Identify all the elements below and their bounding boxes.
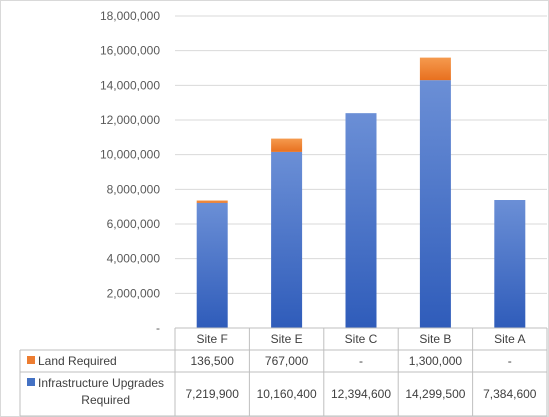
legend-label: Infrastructure Upgrades (38, 376, 164, 390)
data-value-label: 7,384,600 (483, 387, 537, 401)
data-value-label: 10,160,400 (257, 387, 317, 401)
bar-infrastructure-upgrades-required (494, 200, 526, 328)
data-table: Site F Site E Site C Site B Site A Land Requi… (19, 327, 548, 417)
legend-key-land-required (27, 356, 35, 364)
bar-infrastructure-upgrades-required (271, 151, 303, 328)
y-axis-tick-labels: - 2,000,000 4,000,000 6,000,000 8,000,000 10,… (100, 9, 160, 335)
y-tick-label: 10,000,000 (100, 148, 160, 162)
data-value-label: 7,219,900 (186, 387, 240, 401)
y-tick-label: 2,000,000 (107, 286, 161, 300)
y-tick-label: 6,000,000 (107, 217, 161, 231)
data-value-label: - (508, 354, 512, 368)
bar-infrastructure-upgrades-required (196, 202, 228, 328)
y-tick-label: 14,000,000 (100, 78, 160, 92)
y-tick-label: 4,000,000 (107, 252, 161, 266)
category-label: Site A (494, 332, 525, 346)
category-label: Site C (345, 332, 378, 346)
category-label: Site F (197, 332, 228, 346)
gridlines (175, 15, 547, 294)
bar-infrastructure-upgrades-required (419, 80, 451, 328)
bar-land-required (419, 57, 451, 81)
data-value-label: 1,300,000 (409, 354, 463, 368)
y-tick-label: 12,000,000 (100, 113, 160, 127)
y-tick-label: 18,000,000 (100, 9, 160, 23)
data-value-label: 767,000 (265, 354, 309, 368)
data-value-label: - (359, 354, 363, 368)
y-tick-label: - (156, 321, 160, 335)
data-value-label: 136,500 (191, 354, 235, 368)
y-tick-label: 16,000,000 (100, 44, 160, 58)
legend-key-infrastructure (27, 378, 35, 386)
data-value-label: 12,394,600 (331, 387, 391, 401)
bar-infrastructure-upgrades-required (345, 113, 377, 328)
category-label: Site B (419, 332, 451, 346)
legend-label: Land Required (38, 354, 117, 368)
category-label: Site E (271, 332, 303, 346)
legend-label: Required (81, 393, 130, 407)
bars (196, 57, 526, 328)
y-tick-label: 8,000,000 (107, 182, 161, 196)
bar-land-required (271, 138, 303, 152)
data-value-label: 14,299,500 (405, 387, 465, 401)
bar-land-required (196, 200, 228, 203)
